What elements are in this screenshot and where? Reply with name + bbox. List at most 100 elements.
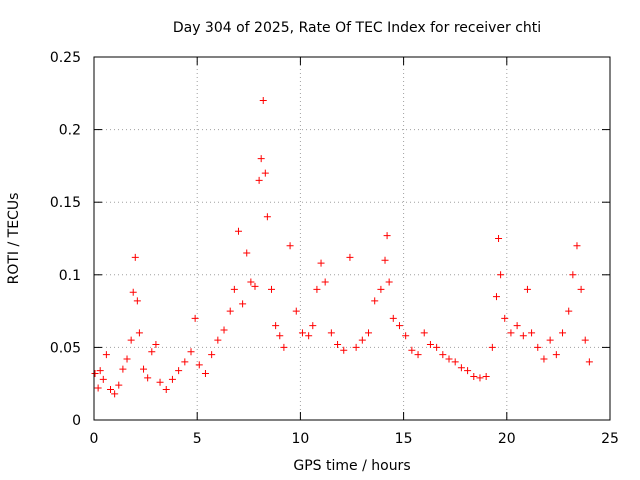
x-tick-label: 5	[193, 431, 202, 447]
y-tick-label: 0.1	[59, 268, 81, 284]
data-point	[129, 288, 137, 296]
data-point	[156, 378, 164, 386]
data-point	[501, 314, 509, 322]
data-point	[420, 329, 428, 337]
data-point	[259, 97, 267, 105]
data-point	[346, 253, 354, 261]
data-point	[127, 336, 135, 344]
data-point	[559, 329, 567, 337]
data-point	[482, 372, 490, 380]
data-point	[383, 232, 391, 240]
data-point	[91, 370, 99, 378]
x-tick-label: 0	[90, 431, 99, 447]
data-point	[445, 355, 453, 363]
data-point	[187, 348, 195, 356]
x-tick-label: 15	[395, 431, 413, 447]
data-point	[352, 343, 360, 351]
data-point	[239, 300, 247, 308]
data-point	[230, 285, 238, 293]
data-point	[519, 332, 527, 340]
data-point	[414, 351, 422, 359]
x-axis-title: GPS time / hours	[293, 458, 410, 474]
data-point	[220, 326, 228, 334]
data-point	[381, 256, 389, 264]
data-point	[99, 375, 107, 383]
data-point	[540, 355, 548, 363]
data-point	[426, 340, 434, 348]
data-point	[257, 155, 265, 163]
data-point	[451, 358, 459, 366]
data-point	[298, 329, 306, 337]
data-point	[470, 372, 478, 380]
data-point	[340, 346, 348, 354]
data-point	[457, 364, 465, 372]
data-point	[385, 278, 393, 286]
data-point	[226, 307, 234, 315]
data-point	[107, 386, 115, 394]
data-point	[546, 336, 554, 344]
data-point	[94, 384, 102, 392]
data-point	[144, 374, 152, 382]
data-point	[208, 351, 216, 359]
y-tick-label: 0.15	[50, 195, 81, 211]
data-point	[565, 307, 573, 315]
data-point	[577, 285, 585, 293]
data-point	[433, 343, 441, 351]
data-point	[251, 282, 259, 290]
data-point	[168, 375, 176, 383]
data-point	[140, 365, 148, 373]
data-point	[585, 358, 593, 366]
data-point	[276, 332, 284, 340]
data-point	[573, 242, 581, 250]
plot-border	[93, 56, 611, 421]
data-point	[135, 329, 143, 337]
data-point	[286, 242, 294, 250]
y-tick-label: 0.05	[50, 340, 81, 356]
y-tick-label: 0	[72, 413, 81, 429]
data-point	[327, 329, 335, 337]
data-point	[408, 346, 416, 354]
data-point	[439, 351, 447, 359]
data-point	[191, 314, 199, 322]
data-point	[115, 381, 123, 389]
data-point	[102, 351, 110, 359]
data-point	[581, 336, 589, 344]
data-point	[395, 322, 403, 330]
data-point	[280, 343, 288, 351]
data-point	[334, 340, 342, 348]
data-point	[371, 297, 379, 305]
data-point	[255, 176, 263, 184]
data-point	[507, 329, 515, 337]
x-tick-label: 25	[601, 431, 619, 447]
points-layer	[91, 97, 593, 398]
data-point	[317, 259, 325, 267]
data-point	[152, 340, 160, 348]
data-point	[488, 343, 496, 351]
data-point	[119, 365, 127, 373]
data-point	[195, 361, 203, 369]
data-point	[111, 390, 119, 398]
data-point	[476, 374, 484, 382]
data-point	[534, 343, 542, 351]
data-point	[243, 249, 251, 257]
data-point	[552, 351, 560, 359]
data-point	[234, 227, 242, 235]
data-point	[513, 322, 521, 330]
ticks-layer: 0 0.05 0.1 0.15 0.2 0.25 0 5 10 15 20 25	[50, 50, 619, 447]
data-point	[123, 355, 131, 363]
data-point	[402, 332, 410, 340]
data-point	[175, 367, 183, 375]
data-point	[523, 285, 531, 293]
x-tick-label: 20	[498, 431, 516, 447]
data-point	[96, 367, 104, 375]
x-tick-label: 10	[291, 431, 309, 447]
data-point	[313, 285, 321, 293]
data-point	[201, 370, 209, 378]
data-point	[389, 314, 397, 322]
y-tick-label: 0.2	[59, 123, 81, 139]
data-point	[292, 307, 300, 315]
data-point	[148, 348, 156, 356]
data-point	[365, 329, 373, 337]
data-point	[247, 278, 255, 286]
